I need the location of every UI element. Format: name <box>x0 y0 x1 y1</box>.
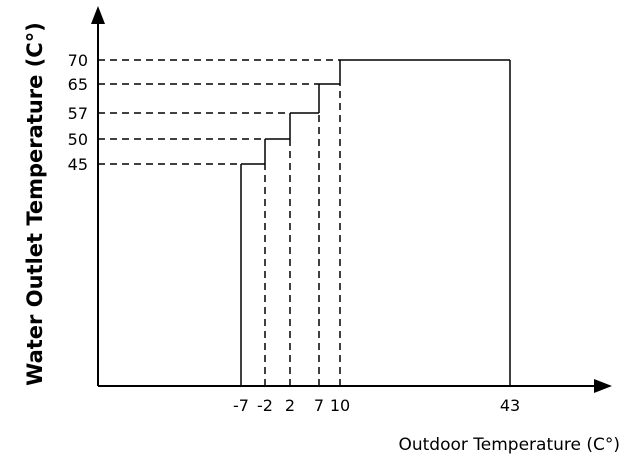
y-tick-label-70: 70 <box>68 51 88 70</box>
y-axis-label: Water Outlet Temperature (C°) <box>23 22 47 386</box>
x-tick-label-2: 2 <box>285 396 295 415</box>
x-tick-label--2: -2 <box>257 396 273 415</box>
x-axis-arrow-icon <box>594 379 612 393</box>
x-axis-label: Outdoor Temperature (C°) <box>398 435 620 455</box>
guide-lines <box>98 59 341 386</box>
y-tick-label-45: 45 <box>68 155 88 174</box>
x-tick-labels: -7 -2 2 7 10 43 <box>233 396 520 415</box>
series-steps <box>240 59 511 386</box>
y-tick-label-50: 50 <box>68 130 88 149</box>
y-axis-arrow-icon <box>91 6 105 24</box>
y-tick-label-65: 65 <box>68 75 88 94</box>
y-tick-labels: 45 50 57 65 70 <box>68 51 88 174</box>
y-tick-label-57: 57 <box>68 104 88 123</box>
x-tick-label-10: 10 <box>330 396 350 415</box>
x-tick-label-7: 7 <box>314 396 324 415</box>
x-tick-label--7: -7 <box>233 396 249 415</box>
axes <box>91 6 612 393</box>
x-tick-label-43: 43 <box>500 396 520 415</box>
